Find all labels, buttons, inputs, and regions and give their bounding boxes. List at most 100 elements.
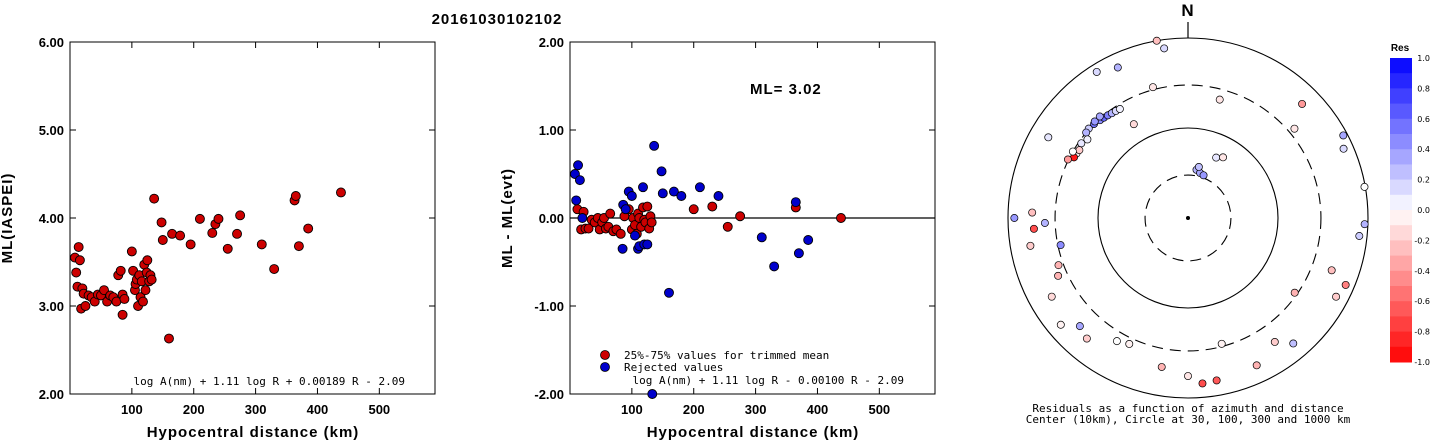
middle-x-tick-label: 100 [621, 402, 643, 417]
left-y-tick-label: 2.00 [39, 387, 64, 402]
colorbar-cell [1390, 164, 1412, 181]
distance-ring [1097, 127, 1279, 309]
middle-rejected-point [668, 186, 679, 197]
left-accepted-point [71, 267, 82, 278]
polar-station-point [1290, 124, 1299, 133]
polar-station-point [1115, 105, 1124, 113]
polar-station-point [1047, 292, 1056, 301]
left-accepted-point [126, 246, 137, 257]
epicenter-marker [1186, 216, 1190, 220]
azimuth-distance-residual-panel: N Residuals as a function of azimuth and… [1007, 1, 1369, 426]
left-x-tick-label: 300 [245, 402, 267, 417]
magnitude-vs-distance-panel: 100 200 300 400 500 2.00 3.00 4.00 5.00 6.00 Hypo… [0, 35, 436, 441]
colorbar-tick-label: -0.6 [1414, 297, 1430, 306]
left-plot-ylabel: ML(IASPEI) [0, 173, 16, 264]
polar-station-point [1082, 128, 1091, 137]
left-plot-ticks: 100 200 300 400 500 2.00 3.00 4.00 5.00 6.00 [39, 35, 435, 417]
residual-colorbar: Res 1.0 0.8 0.6 0.4 0.2 0.0 -0.2 -0.4 -0.6 -0.8 -1… [1390, 43, 1430, 367]
colorbar-cell [1390, 210, 1412, 226]
middle-rejected-point [793, 248, 804, 259]
legend-accepted-label: 25%-75% values for trimmed mean [624, 349, 829, 362]
middle-x-tick-label: 500 [868, 402, 890, 417]
middle-accepted-point [688, 204, 699, 215]
polar-station-point [1212, 376, 1221, 385]
middle-y-tick-label: -2.00 [534, 387, 564, 402]
colorbar-tick-label: -1.0 [1414, 358, 1430, 367]
polar-station-point [1219, 153, 1227, 162]
left-accepted-point [115, 265, 126, 276]
middle-rejected-point [574, 175, 585, 186]
colorbar-tick-label: 0.6 [1417, 115, 1430, 124]
left-accepted-point [269, 264, 280, 274]
left-accepted-point [74, 255, 85, 266]
polar-station-point [1160, 44, 1169, 53]
middle-y-tick-label: 1.00 [539, 123, 564, 138]
left-accepted-point [167, 228, 178, 239]
middle-plot-xlabel: Hypocentral distance (km) [647, 424, 860, 441]
left-accepted-point [185, 239, 196, 250]
colorbar-cell [1390, 286, 1412, 302]
polar-station-point [1270, 337, 1279, 346]
left-x-tick-label: 100 [121, 402, 143, 417]
polar-station-point [1290, 288, 1299, 297]
middle-plot-ylabel: ML - ML(evt) [499, 168, 516, 268]
left-accepted-point [146, 274, 157, 285]
left-accepted-point [194, 213, 205, 224]
colorbar-cell [1390, 103, 1412, 120]
colorbar-cell [1390, 88, 1412, 105]
left-accepted-point [117, 309, 128, 320]
middle-x-tick-label: 300 [745, 402, 767, 417]
middle-y-tick-label: 2.00 [539, 35, 564, 50]
middle-rejected-point [617, 243, 628, 254]
polar-station-point [1212, 153, 1221, 162]
colorbar-tick-label: 0.2 [1417, 176, 1430, 185]
colorbar-title: Res [1391, 43, 1410, 54]
polar-station-point [1252, 361, 1261, 370]
colorbar-cells [1390, 58, 1412, 363]
colorbar-cell [1390, 240, 1412, 257]
polar-station-point [1029, 224, 1038, 233]
polar-station-point [1198, 379, 1207, 388]
middle-rejected-point [713, 191, 724, 201]
polar-station-point [1044, 133, 1053, 142]
colorbar-cell [1390, 255, 1412, 272]
middle-rejected-point [803, 235, 814, 245]
polar-caption-line2: Center (10km), Circle at 30, 100, 300 an… [1026, 413, 1351, 426]
polar-station-point [1083, 135, 1092, 144]
middle-accepted-point [642, 201, 653, 212]
polar-station-point [1010, 214, 1019, 222]
middle-accepted-point [836, 213, 846, 223]
left-accepted-point [149, 193, 160, 204]
colorbar-cell [1390, 179, 1412, 196]
middle-rejected-point [790, 197, 801, 208]
left-y-tick-label: 4.00 [39, 211, 64, 226]
left-plot-formula: log A(nm) + 1.11 log R + 0.00189 R - 2.0… [133, 375, 405, 388]
left-y-tick-label: 5.00 [39, 123, 64, 138]
polar-caption-line1: Residuals as a function of azimuth and d… [1032, 402, 1343, 415]
colorbar-cell [1390, 331, 1412, 348]
left-accepted-point [73, 242, 84, 252]
left-plot-frame [69, 41, 436, 395]
polar-station-point [1360, 220, 1369, 229]
left-accepted-point [222, 243, 233, 254]
left-accepted-point [157, 235, 168, 245]
polar-station-point [1129, 120, 1138, 129]
distance-ring [1054, 84, 1322, 352]
polar-station-point [1289, 339, 1298, 348]
colorbar-tick-label: -0.2 [1414, 236, 1430, 245]
polar-station-point [1056, 320, 1065, 329]
polar-station-point [1090, 117, 1099, 126]
distance-rings [1007, 37, 1369, 399]
middle-x-tick-label: 200 [683, 402, 705, 417]
middle-rejected-point [647, 389, 658, 399]
middle-rejected-point [769, 261, 780, 272]
middle-y-tick-label: 0.00 [539, 211, 564, 226]
left-accepted-point [336, 187, 346, 198]
middle-accepted-point [722, 221, 733, 232]
left-accepted-point [99, 285, 109, 296]
colorbar-tick-label: 0.0 [1417, 206, 1430, 215]
middle-accepted-point [583, 223, 594, 234]
middle-rejected-point [649, 140, 660, 151]
middle-accepted-point [646, 217, 657, 228]
